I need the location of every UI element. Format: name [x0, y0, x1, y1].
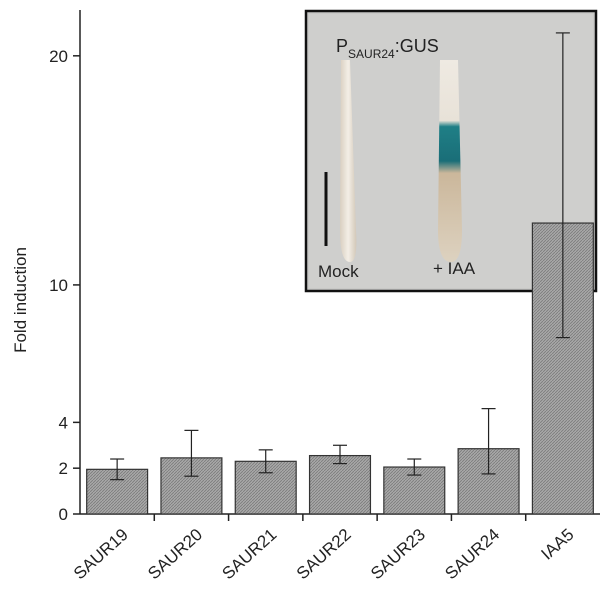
y-tick-label: 20 [49, 47, 68, 66]
inset-title: PSAUR24:GUS [336, 36, 439, 61]
inset-title-p: P [336, 36, 348, 56]
y-tick-label: 10 [49, 276, 68, 295]
mock-root [340, 60, 357, 262]
x-tick-label: SAUR21 [219, 525, 281, 583]
x-tick-label: SAUR19 [70, 525, 132, 583]
x-tick-label: SAUR20 [144, 525, 206, 583]
iaa-root [438, 60, 462, 262]
inset-label: + IAA [433, 259, 476, 278]
x-tick-label: SAUR23 [367, 525, 429, 583]
inset: PSAUR24:GUS Mock + IAA [304, 9, 598, 293]
x-tick-label: IAA5 [537, 525, 577, 564]
bar [308, 454, 372, 515]
y-tick-label: 2 [59, 459, 68, 478]
y-tick-label: 4 [59, 413, 68, 432]
x-tick-label: SAUR24 [441, 525, 503, 583]
inset-label: Mock [318, 262, 359, 281]
x-tick-label: SAUR22 [293, 525, 355, 583]
inset-title-suffix: :GUS [395, 36, 439, 56]
inset-title-sub: SAUR24 [348, 47, 395, 61]
y-axis-label: Fold induction [11, 247, 30, 353]
y-tick-label: 0 [59, 505, 68, 524]
